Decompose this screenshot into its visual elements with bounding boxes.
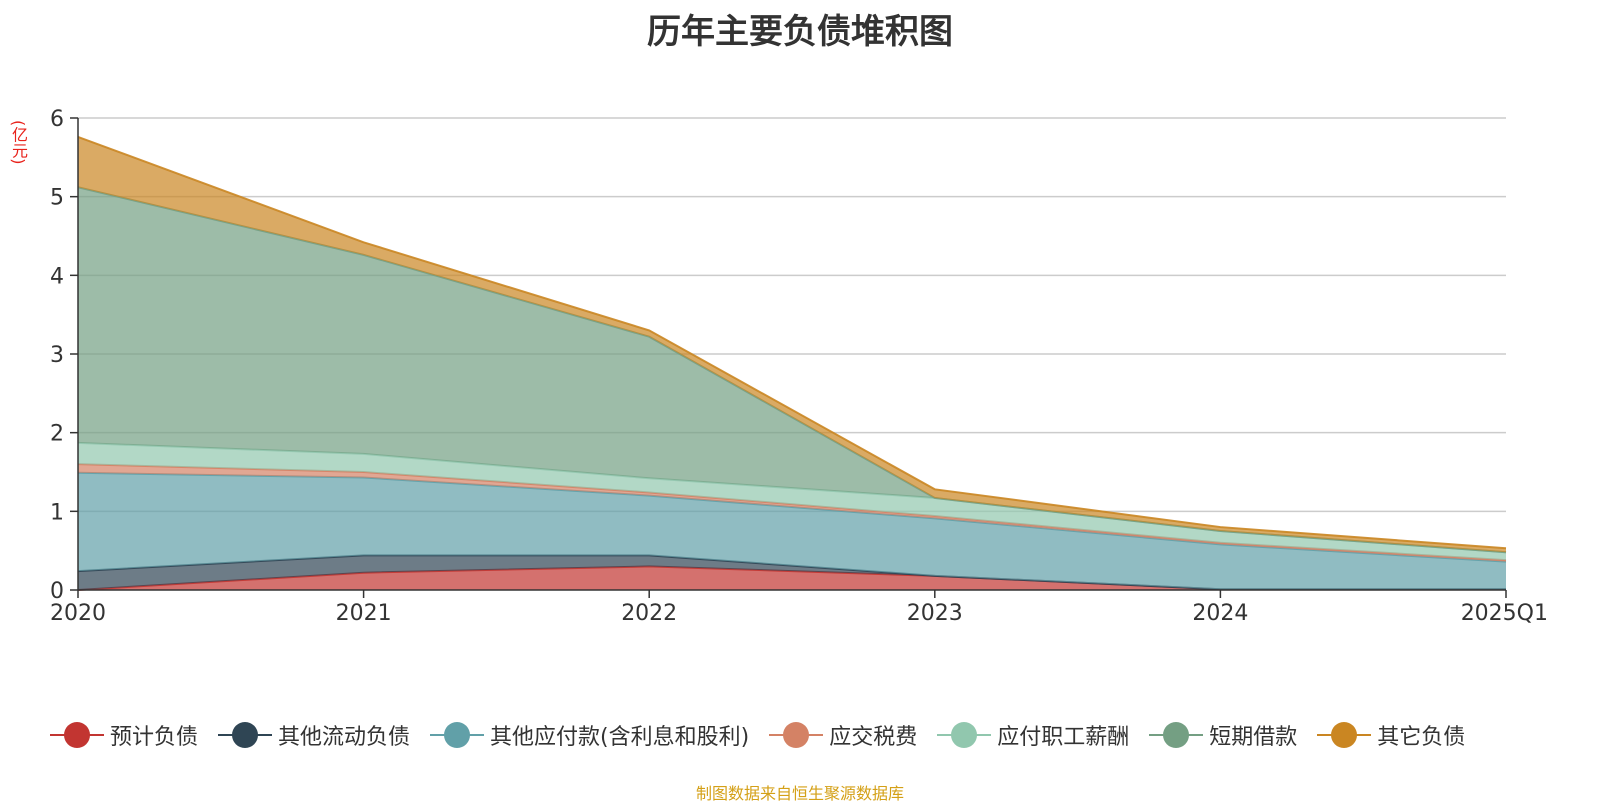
x-tick-label: 2024 [1192,601,1248,626]
legend-marker-icon [769,720,824,750]
y-tick-label: 6 [50,107,64,132]
legend-marker-icon [430,720,485,750]
chart-plot: 0 1 2 3 4 5 6 2020 2021 2022 2023 2024 2025Q1 [50,107,1548,626]
y-tick-label: 2 [50,422,64,447]
legend-label: 应交税费 [829,725,918,750]
x-tick-label: 2025Q1 [1461,601,1548,626]
series-areas [77,135,1507,591]
legend-item[interactable]: 短期借款 [1149,719,1297,751]
legend-marker-icon [937,720,992,750]
legend-label: 其他流动负债 [278,725,411,750]
legend: 预计负债 其他流动负债 其他应付款(含利息和股利) 应交税费 应付职工薪酬 短期借款 其它负… [50,718,1485,752]
axes: 0 1 2 3 4 5 6 2020 2021 2022 2023 2024 2025Q1 [50,107,1548,626]
source-note: 制图数据来自恒生聚源数据库 [695,784,904,803]
area-series-1 [78,555,1506,590]
x-tick-label: 2021 [336,601,392,626]
legend-marker-icon [1149,720,1204,750]
x-tick-label: 2020 [50,601,106,626]
legend-label: 其它负债 [1377,725,1466,750]
area-series-0 [78,566,1506,590]
legend-label: 短期借款 [1209,725,1298,750]
legend-item[interactable]: 其它负债 [1317,719,1465,751]
legend-label: 其他应付款(含利息和股利) [490,725,750,750]
area-series-3 [78,464,1506,562]
x-tick-label: 2022 [621,601,677,626]
area-series-4 [78,442,1506,561]
area-series-5 [78,187,1506,553]
y-axis-unit-label: (亿元) [9,120,28,165]
legend-item[interactable]: 其他应付款(含利息和股利) [430,719,749,751]
legend-label: 应付职工薪酬 [997,725,1130,750]
legend-label: 预计负债 [110,725,199,750]
chart-title: 历年主要负债堆积图 [647,12,953,52]
legend-item[interactable]: 应交税费 [769,719,917,751]
y-tick-label: 5 [50,186,64,211]
legend-item[interactable]: 预计负债 [50,719,198,751]
legend-marker-icon [218,720,273,750]
legend-marker-icon [50,720,104,750]
y-tick-label: 1 [50,500,64,525]
x-tick-label: 2023 [907,601,963,626]
y-tick-label: 3 [50,343,64,368]
legend-item[interactable]: 其他流动负债 [218,719,410,751]
y-tick-label: 0 [50,579,64,604]
line-series-6 [77,135,1507,550]
area-series-2 [78,472,1506,590]
y-tick-label: 4 [50,264,64,289]
legend-item[interactable]: 应付职工薪酬 [937,719,1129,751]
legend-marker-icon [1317,720,1372,750]
